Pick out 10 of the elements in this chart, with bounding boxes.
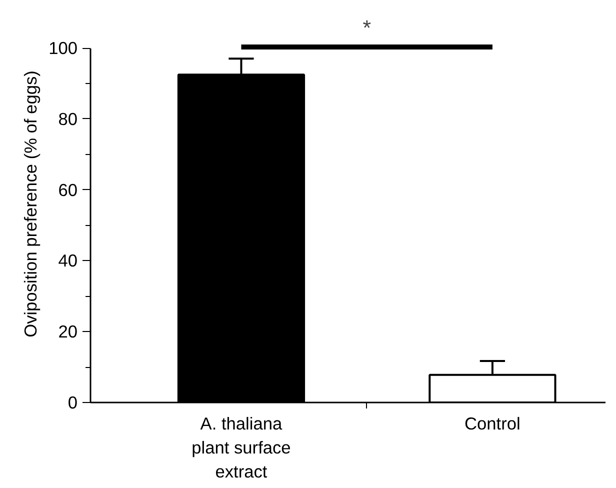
y-tick-label: 40 bbox=[58, 250, 78, 271]
x-tick-label: A. thaliana plant surface extract bbox=[192, 414, 291, 482]
y-tick-label: 20 bbox=[58, 322, 78, 342]
y-tick-label: 0 bbox=[68, 392, 78, 412]
y-tick-label: 100 bbox=[48, 38, 78, 58]
y-tick-label: 60 bbox=[58, 180, 78, 200]
x-tick-label: Control bbox=[464, 414, 520, 434]
y-tick-label: 80 bbox=[58, 108, 78, 129]
text: * bbox=[362, 16, 372, 40]
y-axis-title: Oviposition preference (% of eggs) bbox=[20, 70, 41, 338]
